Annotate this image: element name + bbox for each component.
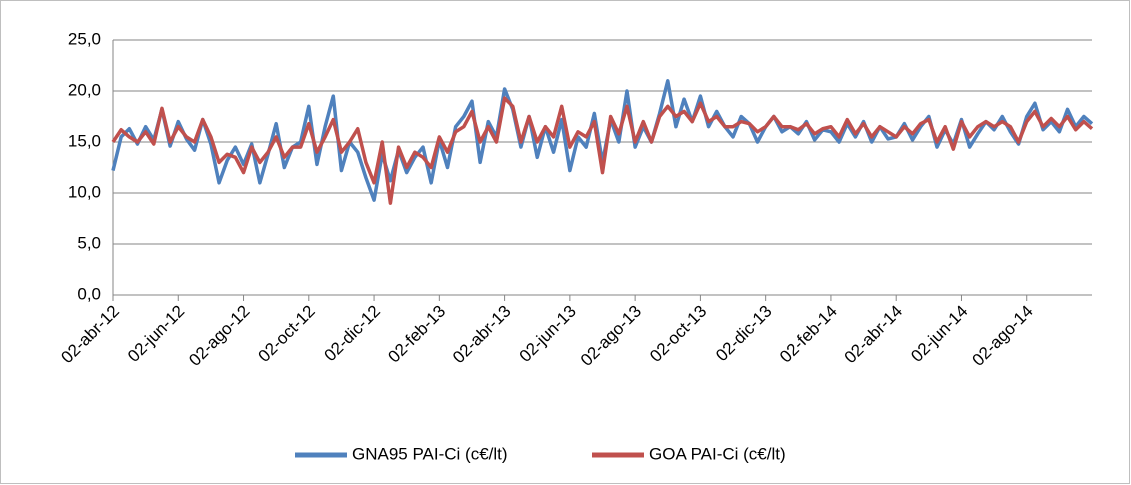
y-tick-label: 15,0 (68, 131, 101, 150)
y-tick-label: 5,0 (77, 233, 101, 252)
legend-label: GOA PAI-Ci (c€/lt) (649, 444, 786, 463)
y-tick-label: 25,0 (68, 29, 101, 48)
y-tick-label: 10,0 (68, 182, 101, 201)
y-tick-label: 20,0 (68, 80, 101, 99)
legend-label: GNA95 PAI-Ci (c€/lt) (352, 444, 508, 463)
series-line (111, 96, 1094, 205)
y-tick-label: 0,0 (77, 284, 101, 303)
